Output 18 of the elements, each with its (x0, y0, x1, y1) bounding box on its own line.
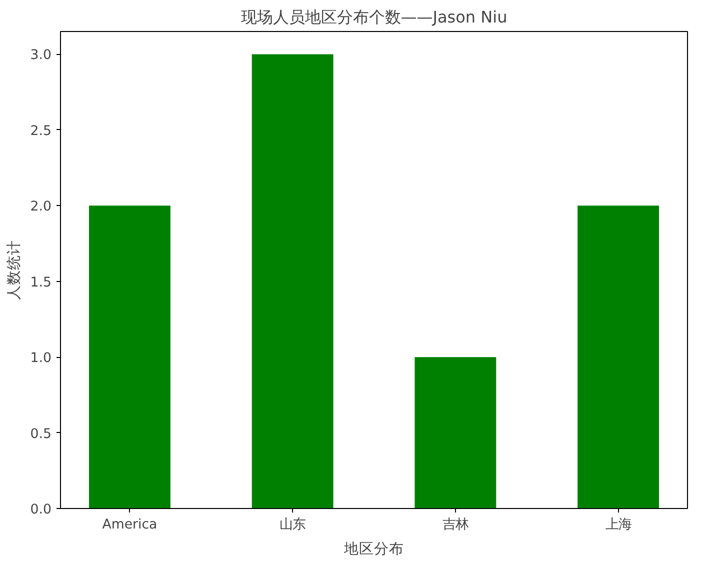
y-tick-label: 0.0 (30, 502, 52, 518)
y-tick-label: 1.0 (30, 351, 52, 366)
bar (89, 206, 170, 508)
y-tick-label: 2.0 (30, 200, 52, 215)
chart-title: 现场人员地区分布个数——Jason Niu (240, 8, 508, 26)
x-tick-label: 吉林 (442, 518, 468, 532)
y-tick-label: 1.5 (30, 275, 52, 290)
y-axis-title: 人数统计 (5, 240, 22, 300)
x-axis-title: 地区分布 (343, 540, 404, 558)
bar (578, 206, 659, 508)
x-tick-label: 山东 (280, 518, 306, 532)
bar (252, 54, 334, 508)
x-tick-label: America (102, 518, 158, 532)
y-tick-label: 2.5 (30, 124, 52, 139)
y-tick-label: 0.5 (30, 426, 52, 442)
bar (414, 357, 496, 508)
x-tick-label: 上海 (605, 518, 632, 532)
y-tick-label: 3.0 (30, 48, 52, 64)
